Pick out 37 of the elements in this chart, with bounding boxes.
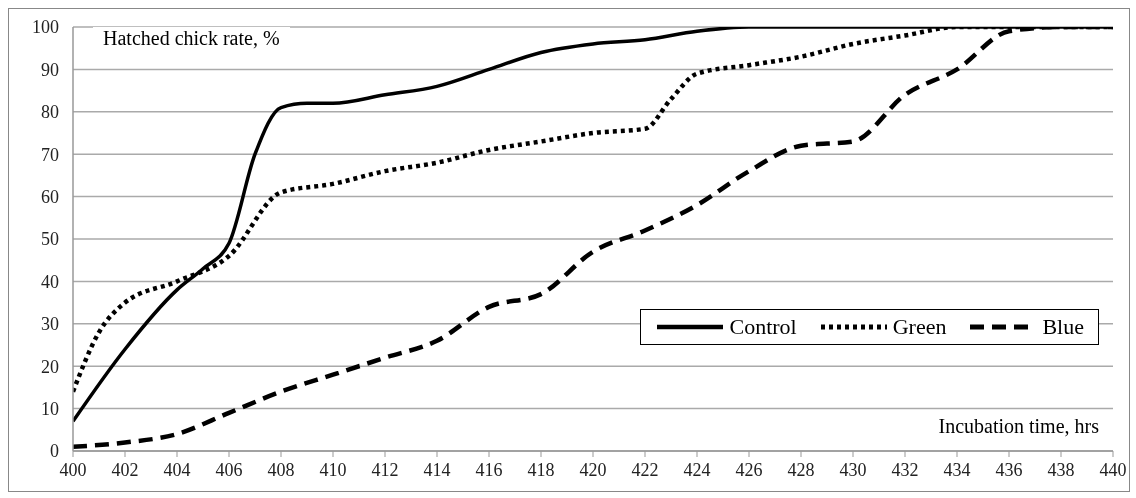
y-axis-title: Hatched chick rate, % <box>93 27 290 50</box>
x-tick-label: 400 <box>59 459 87 480</box>
x-tick-label: 404 <box>163 459 191 480</box>
legend-label: Control <box>729 314 797 340</box>
x-tick-label: 440 <box>1099 459 1127 480</box>
y-tick-label: 60 <box>41 186 59 207</box>
x-tick-label: 430 <box>839 459 867 480</box>
x-tick-label: 436 <box>995 459 1023 480</box>
x-tick-label: 426 <box>735 459 763 480</box>
y-tick-label: 20 <box>41 356 59 377</box>
x-tick-label: 420 <box>579 459 607 480</box>
x-tick-label: 434 <box>943 459 971 480</box>
y-tick-label: 40 <box>41 271 59 292</box>
x-tick-label: 424 <box>683 459 711 480</box>
y-tick-label: 30 <box>41 314 59 335</box>
x-axis-title: Incubation time, hrs <box>928 415 1109 438</box>
y-tick-label: 10 <box>41 398 59 419</box>
x-tick-label: 406 <box>215 459 243 480</box>
x-tick-label: 416 <box>475 459 503 480</box>
x-tick-label: 408 <box>267 459 295 480</box>
y-tick-label: 100 <box>32 17 59 38</box>
x-tick-label: 438 <box>1047 459 1075 480</box>
x-tick-label: 418 <box>527 459 555 480</box>
x-tick-label: 422 <box>631 459 659 480</box>
y-tick-label: 70 <box>41 144 59 165</box>
x-tick-label: 412 <box>371 459 399 480</box>
x-tick-label: 432 <box>891 459 919 480</box>
y-tick-label: 80 <box>41 102 59 123</box>
x-tick-label: 402 <box>111 459 139 480</box>
y-tick-label: 90 <box>41 59 59 80</box>
legend-label: Green <box>892 314 947 340</box>
y-tick-label: 50 <box>41 229 59 250</box>
x-tick-label: 410 <box>319 459 347 480</box>
x-tick-label: 428 <box>787 459 815 480</box>
y-tick-label: 0 <box>50 441 59 462</box>
x-tick-label: 414 <box>423 459 451 480</box>
legend-label: Blue <box>1042 314 1084 340</box>
